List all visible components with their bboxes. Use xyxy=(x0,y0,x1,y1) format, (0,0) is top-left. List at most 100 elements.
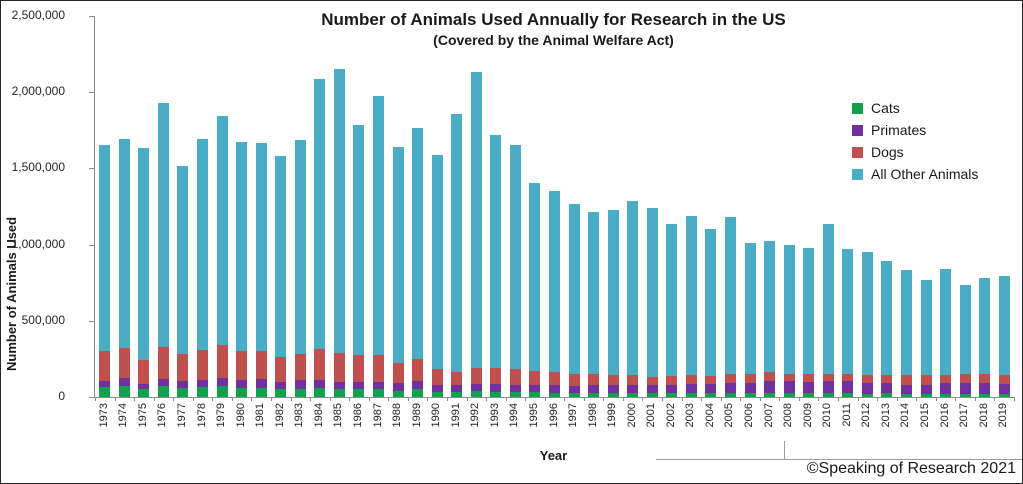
bar-segment-all-other-animals xyxy=(861,252,873,376)
bar-segment-cats xyxy=(900,393,912,397)
bar-segment-cats xyxy=(959,394,971,397)
x-tick xyxy=(95,397,96,401)
x-tick-label-1979: 1979 xyxy=(215,403,228,428)
bar-segment-dogs xyxy=(529,371,541,385)
bar-segment-cats xyxy=(353,388,365,397)
bar-segment-primates xyxy=(216,377,228,387)
x-tick-label-1985: 1985 xyxy=(332,403,345,428)
legend-swatch-icon xyxy=(852,102,863,114)
bar-segment-dogs xyxy=(216,345,228,378)
bar-segment-cats xyxy=(588,393,600,397)
bar-segment-all-other-animals xyxy=(412,127,424,359)
bar-1974 xyxy=(118,139,130,397)
bar-segment-primates xyxy=(118,377,130,386)
x-tick xyxy=(662,397,664,401)
bar-1995 xyxy=(529,183,541,397)
bar-segment-dogs xyxy=(979,374,991,384)
bar-segment-cats xyxy=(236,388,248,397)
bar-segment-all-other-animals xyxy=(920,279,932,376)
x-tick xyxy=(270,397,272,401)
legend-swatch-icon xyxy=(852,146,863,158)
bar-segment-primates xyxy=(646,385,658,394)
bar-segment-cats xyxy=(177,387,189,397)
x-tick xyxy=(681,397,683,401)
bar-segment-dogs xyxy=(353,355,365,383)
bar-2015 xyxy=(920,279,932,397)
bar-segment-primates xyxy=(979,383,991,395)
bar-segment-dogs xyxy=(275,357,287,382)
bar-segment-dogs xyxy=(333,353,345,382)
x-tick xyxy=(290,397,292,401)
bar-segment-cats xyxy=(979,394,991,397)
bar-segment-cats xyxy=(549,392,560,397)
bar-1982 xyxy=(275,155,287,397)
x-axis-title: Year xyxy=(539,448,568,463)
bar-1988 xyxy=(392,147,404,397)
x-tick-label-1995: 1995 xyxy=(527,403,540,428)
bar-segment-cats xyxy=(373,389,385,397)
bar-1980 xyxy=(236,142,248,397)
legend-item-all-other-animals: All Other Animals xyxy=(852,163,978,185)
bar-segment-dogs xyxy=(705,375,717,384)
bar-segment-dogs xyxy=(549,372,560,385)
bar-segment-all-other-animals xyxy=(373,95,385,355)
bar-segment-primates xyxy=(490,384,502,392)
x-tick-label-2013: 2013 xyxy=(879,403,892,428)
bar-segment-cats xyxy=(197,387,209,397)
x-tick xyxy=(349,397,351,401)
bar-segment-primates xyxy=(294,380,306,389)
y-tick-label: 0 xyxy=(58,389,65,403)
legend-swatch-icon xyxy=(852,168,863,180)
bar-segment-dogs xyxy=(803,374,815,382)
bar-segment-all-other-animals xyxy=(881,261,893,376)
x-tick-label-1992: 1992 xyxy=(469,403,482,428)
x-tick xyxy=(740,397,742,401)
x-tick-label-2017: 2017 xyxy=(958,403,971,428)
bar-2012 xyxy=(861,252,873,397)
bar-1975 xyxy=(138,148,150,397)
bar-segment-all-other-animals xyxy=(549,190,560,373)
bar-segment-primates xyxy=(451,385,463,392)
x-tick-label-2019: 2019 xyxy=(997,403,1010,428)
bar-segment-primates xyxy=(607,384,619,393)
bar-segment-dogs xyxy=(373,354,385,382)
bar-segment-cats xyxy=(881,393,893,397)
bar-segment-primates xyxy=(900,385,912,394)
bar-segment-cats xyxy=(724,392,736,397)
bar-segment-primates xyxy=(529,384,541,393)
bar-segment-dogs xyxy=(392,363,404,383)
bar-segment-cats xyxy=(451,391,463,397)
bar-segment-all-other-animals xyxy=(764,240,776,373)
x-tick-label-2001: 2001 xyxy=(645,403,658,428)
bar-segment-dogs xyxy=(236,351,248,380)
bar-segment-all-other-animals xyxy=(900,269,912,376)
x-tick-label-2009: 2009 xyxy=(801,403,814,428)
bar-1978 xyxy=(197,138,209,397)
bar-segment-dogs xyxy=(412,358,424,382)
bar-2003 xyxy=(685,215,697,397)
bar-1996 xyxy=(549,190,560,397)
x-tick-label-1988: 1988 xyxy=(391,403,404,428)
x-tick-label-1994: 1994 xyxy=(508,403,521,428)
bar-segment-cats xyxy=(940,394,952,397)
bar-1973 xyxy=(99,145,111,397)
bar-segment-primates xyxy=(705,383,717,393)
bar-segment-cats xyxy=(803,393,815,397)
bar-segment-primates xyxy=(744,382,756,393)
legend-label: All Other Animals xyxy=(871,166,979,182)
bar-segment-primates xyxy=(197,379,209,388)
bar-2001 xyxy=(646,208,658,397)
bar-segment-all-other-animals xyxy=(353,124,365,356)
bar-segment-primates xyxy=(627,384,639,394)
bar-segment-all-other-animals xyxy=(255,143,267,351)
x-tick-label-1974: 1974 xyxy=(117,403,130,428)
bar-segment-primates xyxy=(666,384,678,394)
bar-segment-all-other-animals xyxy=(529,183,541,372)
bar-segment-all-other-animals xyxy=(99,145,111,351)
bar-segment-all-other-animals xyxy=(705,229,717,376)
bar-2010 xyxy=(822,224,834,397)
bar-1992 xyxy=(470,71,482,397)
x-tick xyxy=(877,397,879,401)
y-tick xyxy=(89,320,94,322)
bar-segment-dogs xyxy=(118,347,130,378)
